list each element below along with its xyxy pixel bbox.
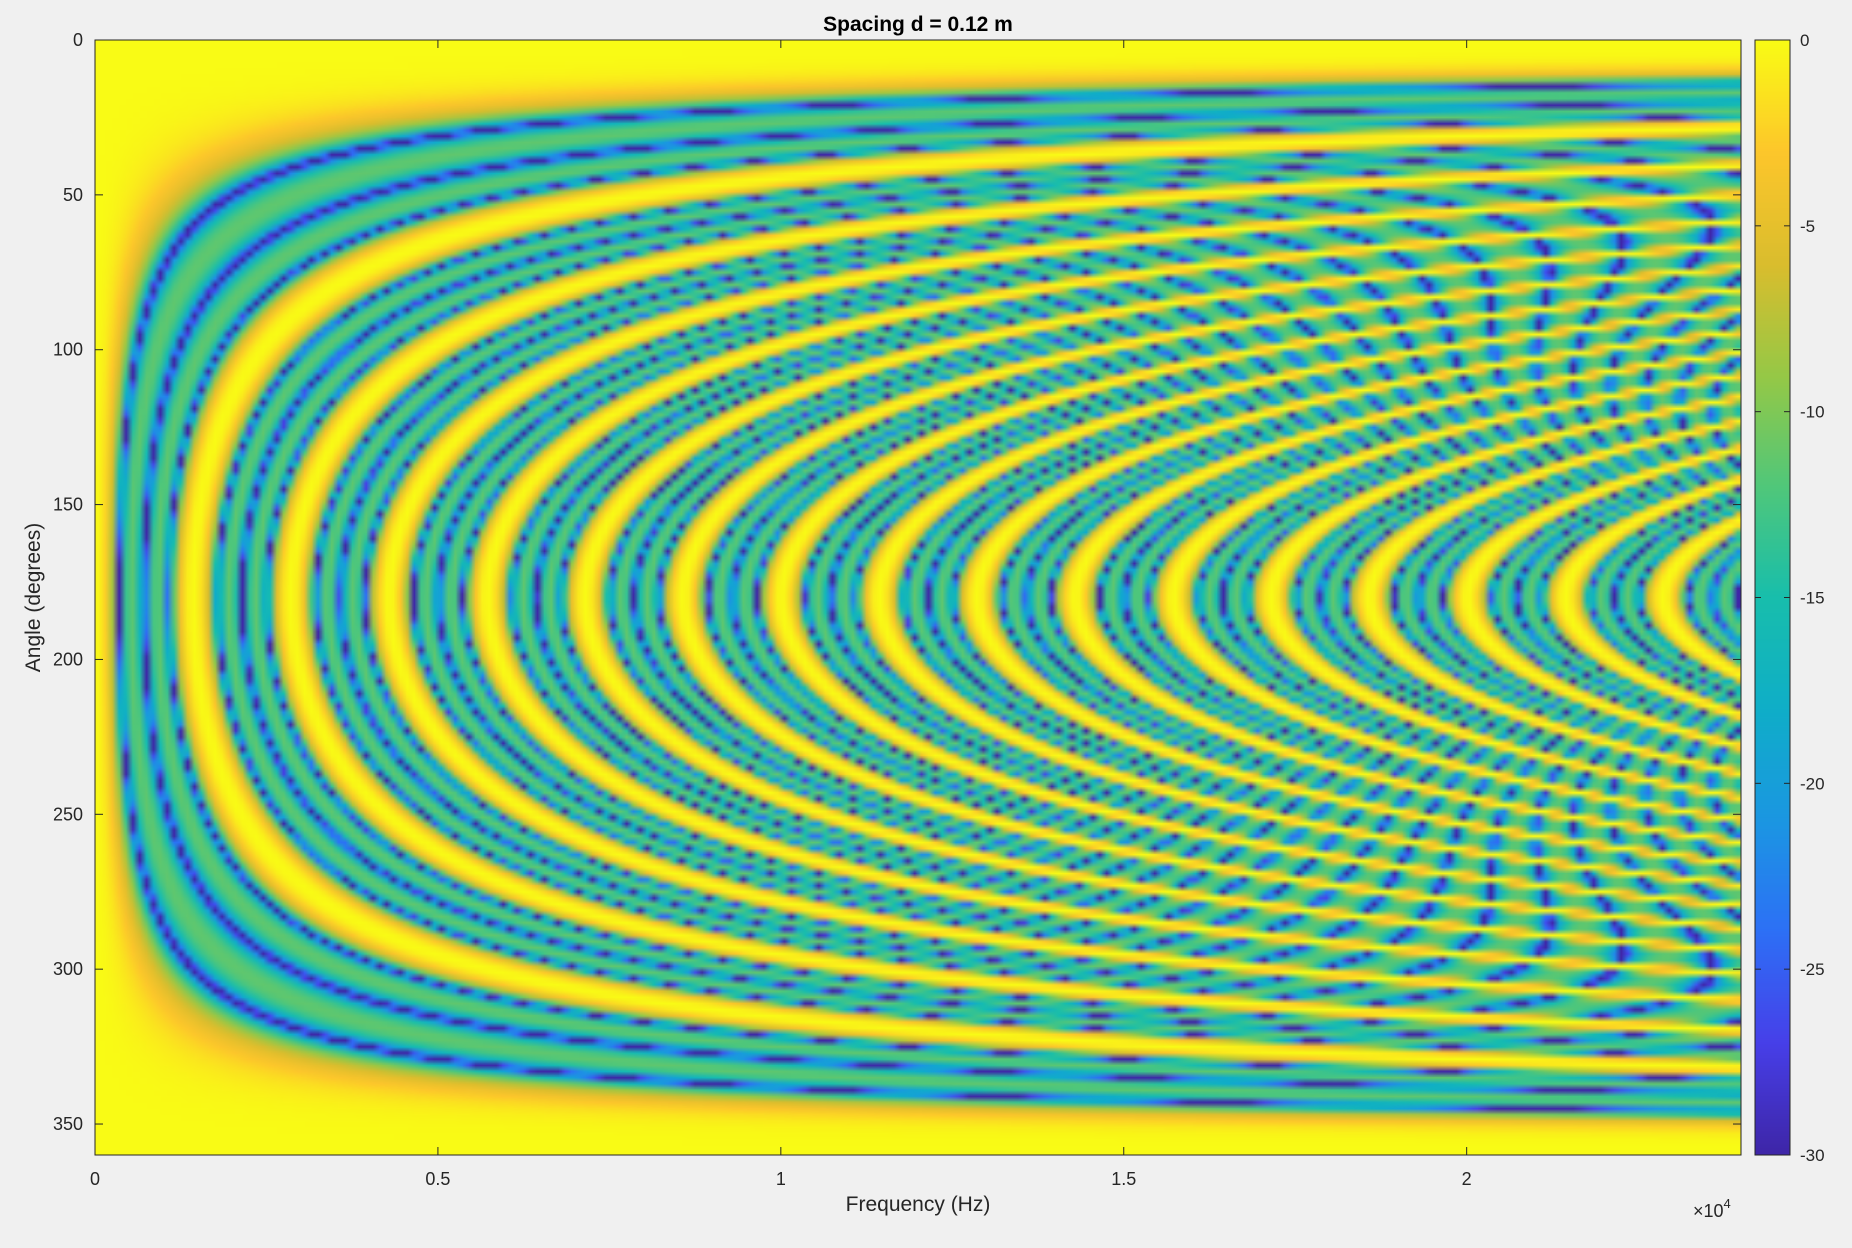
colorbar-tick-label: -10 [1800, 403, 1825, 422]
colorbar-tick-label: -30 [1800, 1146, 1825, 1165]
y-axis-label: Angle (degrees) [22, 523, 45, 672]
x-tick-label: 0.5 [425, 1169, 450, 1189]
y-tick-label: 250 [53, 804, 83, 824]
y-tick-label: 200 [53, 649, 83, 669]
colorbar-tick-label: -15 [1800, 589, 1825, 608]
colorbar: 0 -5 -10 -15 -20 -25 -30 [1754, 31, 1825, 1165]
colorbar-tick-label: 0 [1800, 31, 1809, 50]
y-axis-ticks: 0 50 100 150 200 250 300 350 [53, 30, 1741, 1134]
x-axis-exponent: ×104 [1693, 1196, 1731, 1221]
y-tick-label: 0 [73, 30, 83, 50]
y-tick-label: 50 [63, 185, 83, 205]
x-axis-ticks: 0 0.5 1 1.5 2 [90, 40, 1472, 1189]
colorbar-tick-label: -5 [1800, 217, 1815, 236]
x-tick-label: 2 [1462, 1169, 1472, 1189]
heatmap-image [95, 40, 1741, 1155]
x-tick-label: 0 [90, 1169, 100, 1189]
y-tick-label: 300 [53, 959, 83, 979]
plot-frame [94, 39, 1742, 1156]
colorbar-ticks: 0 -5 -10 -15 -20 -25 -30 [1755, 31, 1825, 1165]
y-tick-label: 350 [53, 1114, 83, 1134]
plot-area: 0 0.5 1 1.5 2 0 50 100 150 200 250 300 350 [53, 30, 1742, 1189]
x-exponent-base: ×10 [1693, 1201, 1724, 1221]
heatmap-canvas [95, 40, 1741, 1155]
x-exponent-power: 4 [1724, 1196, 1731, 1211]
colorbar-tick-label: -20 [1800, 774, 1825, 793]
x-axis-label: Frequency (Hz) [846, 1193, 991, 1216]
x-tick-label: 1 [776, 1169, 786, 1189]
chart-title: Spacing d = 0.12 m [823, 13, 1013, 36]
y-tick-label: 150 [53, 495, 83, 515]
colorbar-tick-label: -25 [1800, 960, 1825, 979]
x-tick-label: 1.5 [1111, 1169, 1136, 1189]
x-exponent-label: ×104 [1693, 1196, 1731, 1221]
y-tick-label: 100 [53, 340, 83, 360]
